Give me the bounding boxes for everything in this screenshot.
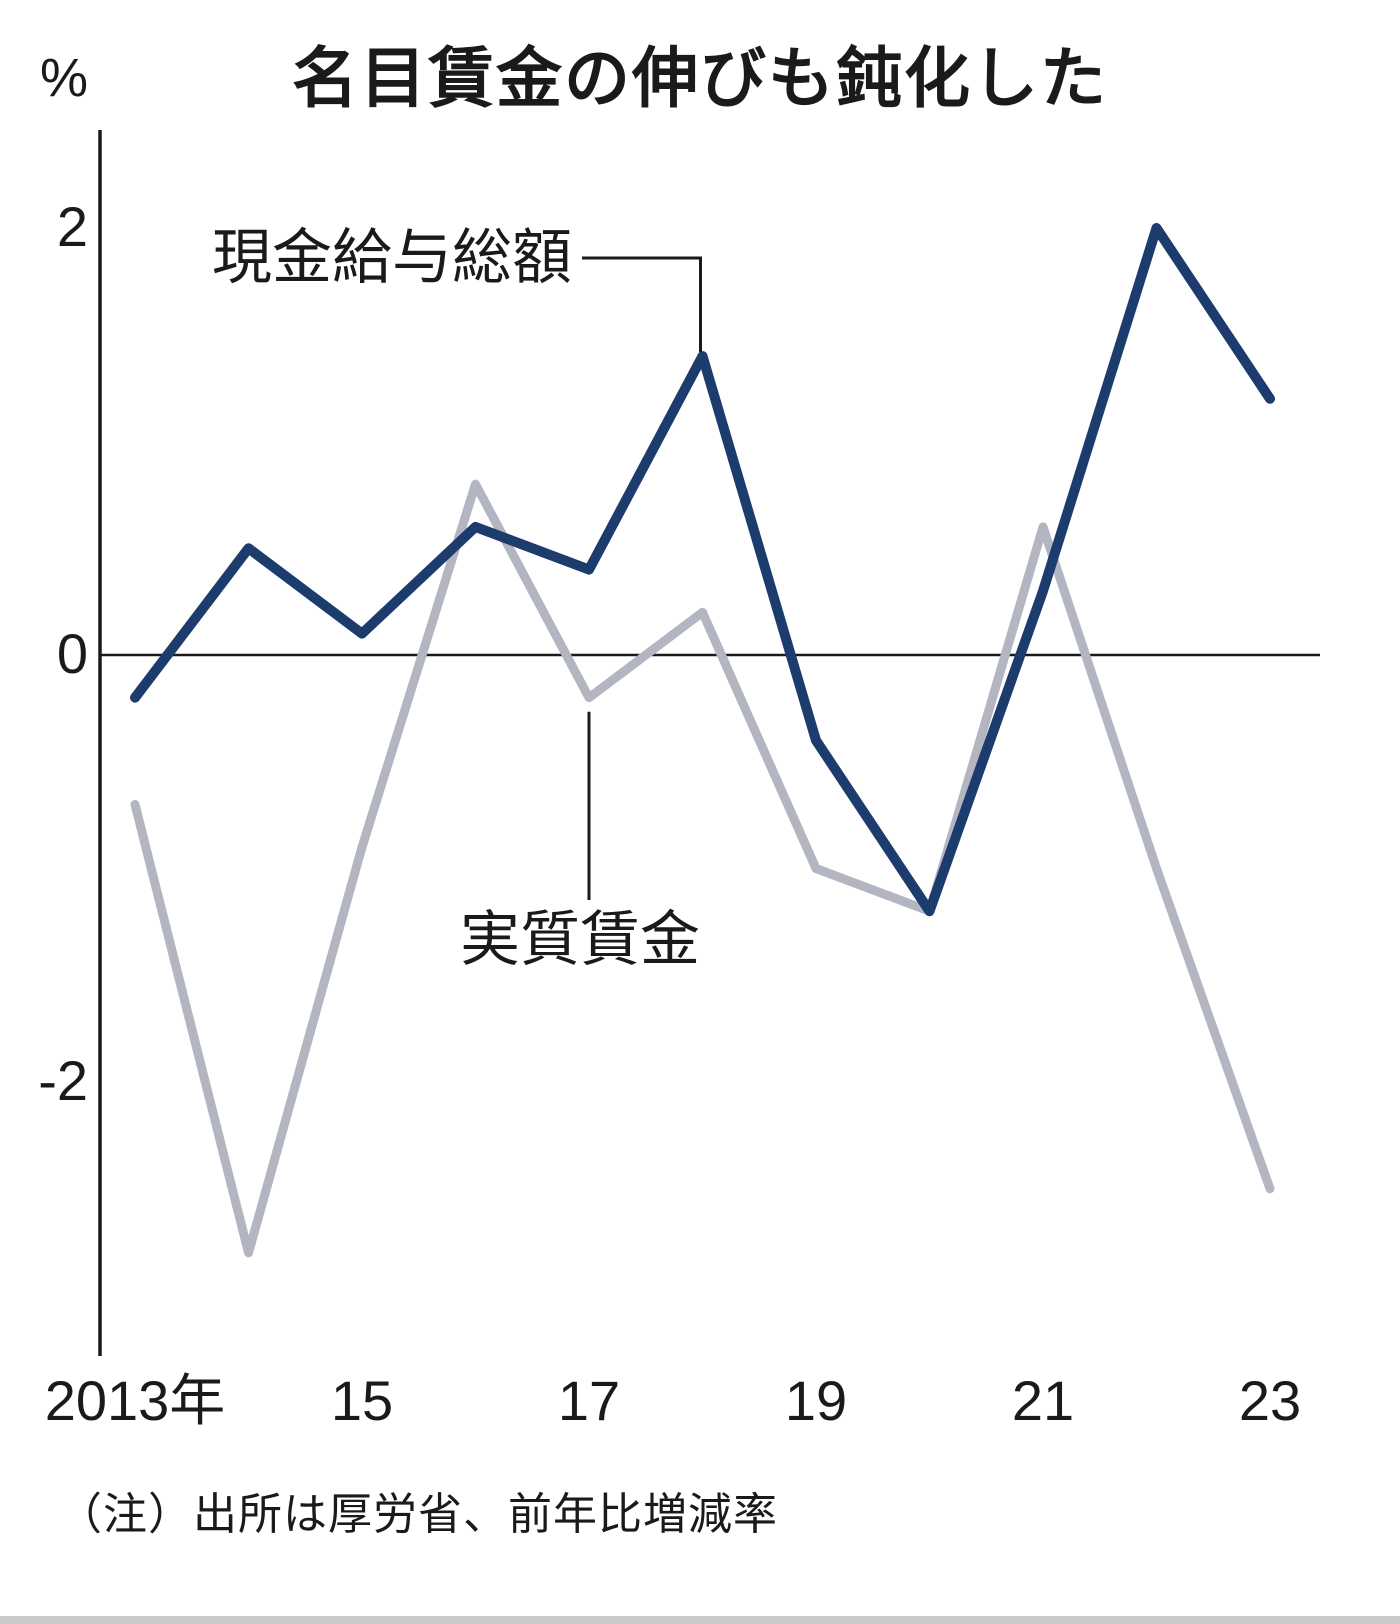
y-axis-unit-label: % [40,48,89,108]
x-tick-label: 17 [557,1369,621,1432]
x-tick-label: 19 [784,1369,848,1432]
x-tick-label: 21 [1011,1369,1075,1432]
x-tick-label: 23 [1238,1369,1302,1432]
bottom-divider [0,1616,1400,1624]
y-tick-label: -2 [38,1049,88,1112]
nominal-wage-line [130,223,1275,917]
y-tick-label: 2 [56,195,88,258]
y-tick-label: 0 [56,622,88,685]
x-tick-label: 15 [330,1369,394,1432]
nominal-label-connector [582,256,702,353]
real-wage-line [130,479,1275,1258]
page-title: 名目賃金の伸びも鈍化した [292,41,1108,115]
source-note: （注）出所は厚労省、前年比増減率 [58,1490,778,1539]
series-label-real-wages: 実質賃金 [460,906,700,973]
x-tick-label: 2013年 [44,1369,226,1432]
series-label-nominal-wages: 現金給与総額 [212,224,572,291]
